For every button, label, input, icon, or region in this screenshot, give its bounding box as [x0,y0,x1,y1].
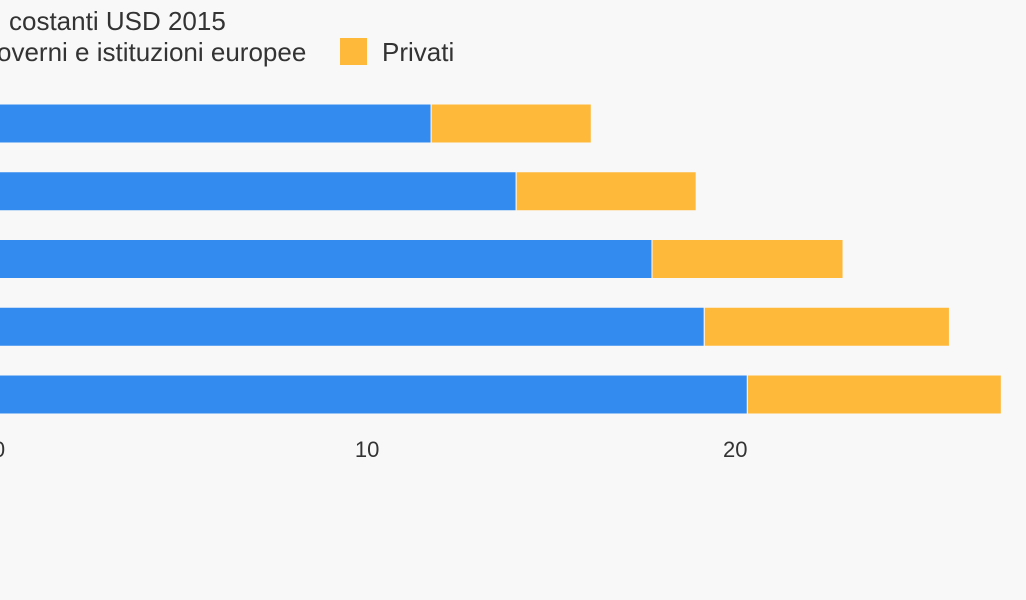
legend-label: Privati [382,37,454,67]
x-tick-label: 0 [0,437,5,462]
bar-segment [651,239,844,279]
x-tick-label: 10 [355,437,379,462]
bar-segment [515,171,697,212]
bar-segment [0,171,517,212]
bar-segment [0,374,748,415]
bar-segment [0,103,432,144]
x-tick-label: 20 [723,437,747,462]
bar-segment [746,374,1002,415]
bar-segment [703,306,950,347]
bar-segment [0,306,705,347]
bar-segment [0,239,653,279]
chart-title: costanti USD 2015 [9,6,226,36]
bar-segment [430,103,592,144]
legend-label: overni e istituzioni europee [0,37,306,67]
legend-swatch [340,38,367,65]
